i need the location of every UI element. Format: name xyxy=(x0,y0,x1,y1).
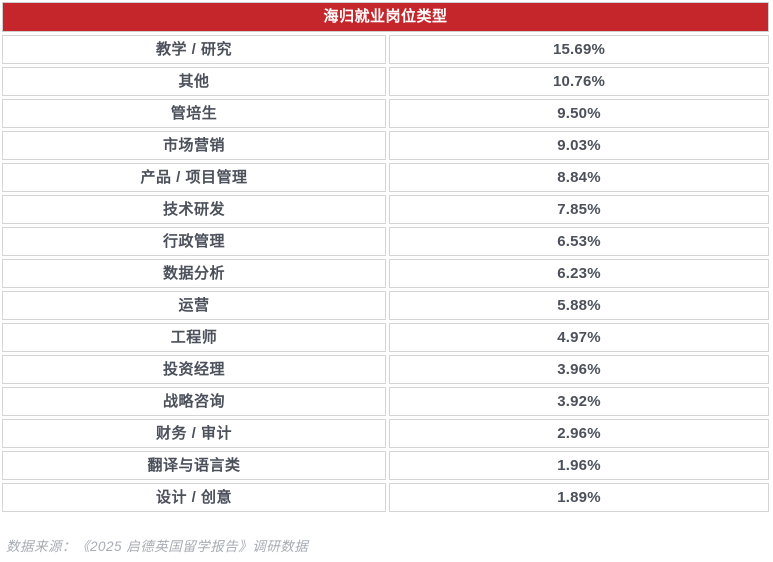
row-value: 3.96% xyxy=(389,355,769,384)
table-row: 翻译与语言类 1.96% xyxy=(2,451,769,480)
row-value: 15.69% xyxy=(389,35,769,64)
row-label: 行政管理 xyxy=(2,227,386,256)
table-row: 数据分析 6.23% xyxy=(2,259,769,288)
table-row: 财务 / 审计 2.96% xyxy=(2,419,769,448)
row-value: 6.53% xyxy=(389,227,769,256)
table-row: 教学 / 研究 15.69% xyxy=(2,35,769,64)
table-row: 行政管理 6.53% xyxy=(2,227,769,256)
row-label: 运营 xyxy=(2,291,386,320)
row-label: 投资经理 xyxy=(2,355,386,384)
table-row: 运营 5.88% xyxy=(2,291,769,320)
row-label: 产品 / 项目管理 xyxy=(2,163,386,192)
table-row: 其他 10.76% xyxy=(2,67,769,96)
row-value: 8.84% xyxy=(389,163,769,192)
row-value: 4.97% xyxy=(389,323,769,352)
row-label: 技术研发 xyxy=(2,195,386,224)
row-value: 3.92% xyxy=(389,387,769,416)
row-value: 1.89% xyxy=(389,483,769,512)
row-value: 1.96% xyxy=(389,451,769,480)
job-type-table: 海归就业岗位类型 教学 / 研究 15.69% 其他 10.76% 管培生 9.… xyxy=(2,2,769,512)
row-label: 翻译与语言类 xyxy=(2,451,386,480)
row-label: 财务 / 审计 xyxy=(2,419,386,448)
row-value: 2.96% xyxy=(389,419,769,448)
table-row: 技术研发 7.85% xyxy=(2,195,769,224)
table-row: 工程师 4.97% xyxy=(2,323,769,352)
row-value: 5.88% xyxy=(389,291,769,320)
row-label: 数据分析 xyxy=(2,259,386,288)
row-value: 6.23% xyxy=(389,259,769,288)
row-label: 其他 xyxy=(2,67,386,96)
row-value: 9.03% xyxy=(389,131,769,160)
row-label: 市场营销 xyxy=(2,131,386,160)
table-title: 海归就业岗位类型 xyxy=(2,2,769,32)
table-row: 产品 / 项目管理 8.84% xyxy=(2,163,769,192)
data-source-note: 数据来源：《2025 启德英国留学报告》调研数据 xyxy=(6,539,309,554)
row-value: 10.76% xyxy=(389,67,769,96)
table-row: 战略咨询 3.92% xyxy=(2,387,769,416)
row-label: 教学 / 研究 xyxy=(2,35,386,64)
row-label: 战略咨询 xyxy=(2,387,386,416)
row-label: 设计 / 创意 xyxy=(2,483,386,512)
table-row: 投资经理 3.96% xyxy=(2,355,769,384)
table-row: 管培生 9.50% xyxy=(2,99,769,128)
row-value: 7.85% xyxy=(389,195,769,224)
table-row: 设计 / 创意 1.89% xyxy=(2,483,769,512)
table-row: 市场营销 9.03% xyxy=(2,131,769,160)
row-value: 9.50% xyxy=(389,99,769,128)
row-label: 工程师 xyxy=(2,323,386,352)
row-label: 管培生 xyxy=(2,99,386,128)
